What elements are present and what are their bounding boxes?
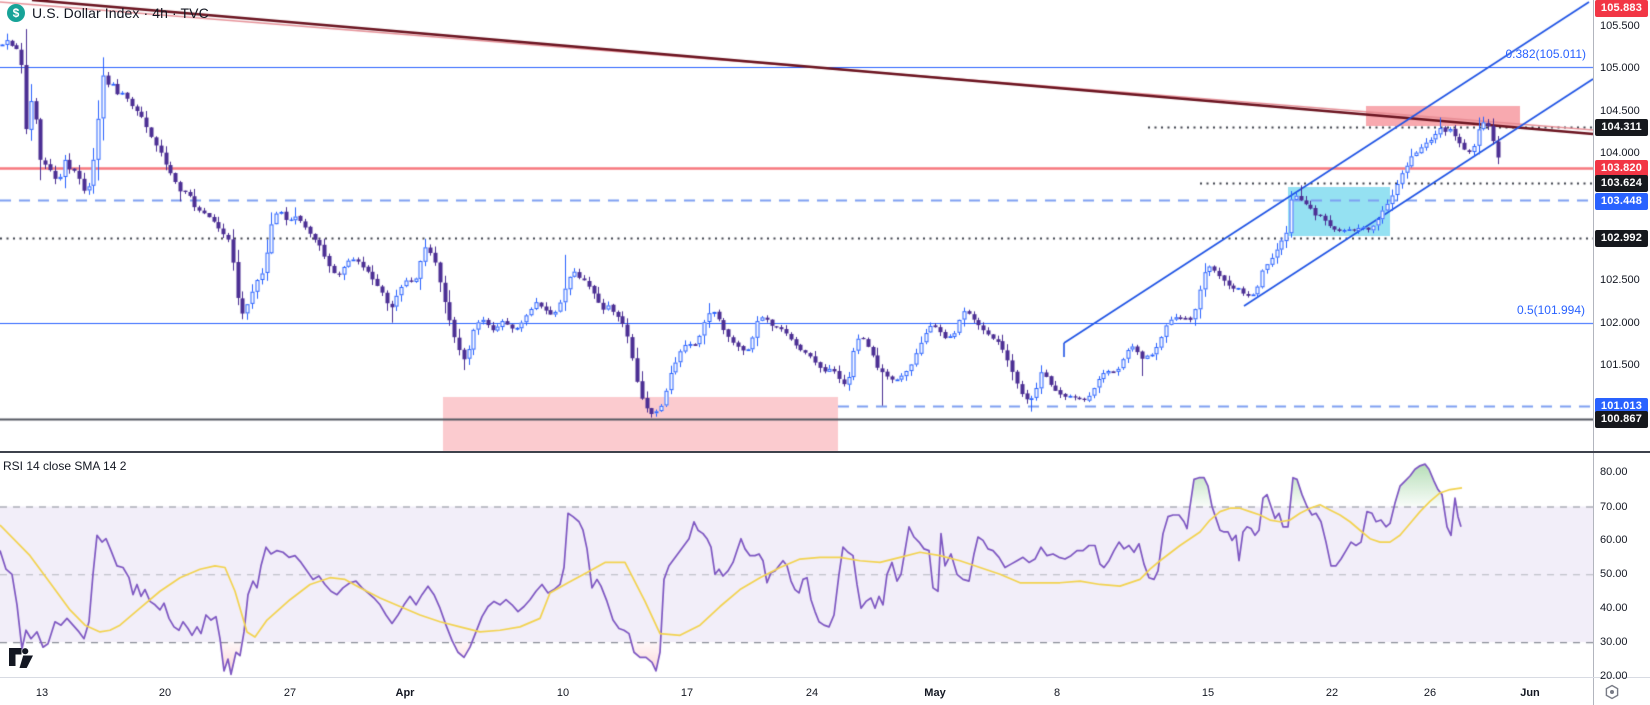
time-axis-label: May [924, 687, 946, 699]
time-axis-label: 24 [805, 687, 819, 699]
time-axis-label: Apr [395, 687, 415, 699]
price-tick-label: 104.000 [1600, 147, 1640, 159]
price-tick-label: 102.500 [1600, 274, 1640, 286]
time-axis-label: 15 [1201, 687, 1215, 699]
time-axis-label: 10 [556, 687, 570, 699]
price-axis-panel[interactable] [1593, 0, 1650, 705]
rsi-tick-label: 80.00 [1600, 466, 1628, 478]
symbol-title: U.S. Dollar Index · 4h · TVC [32, 5, 209, 21]
time-axis-label: 20 [158, 687, 172, 699]
price-level-badge[interactable]: 100.867 [1595, 410, 1648, 428]
price-level-badge[interactable]: 103.820 [1595, 159, 1648, 177]
price-tick-label: 102.000 [1600, 317, 1640, 329]
price-level-badge[interactable]: 103.624 [1595, 174, 1648, 192]
price-level-badge[interactable]: 102.992 [1595, 229, 1648, 247]
price-tick-label: 101.500 [1600, 359, 1640, 371]
price-tick-label: 105.000 [1600, 62, 1640, 74]
dollar-icon: $ [7, 4, 25, 22]
rsi-tick-label: 70.00 [1600, 501, 1628, 513]
price-level-badge[interactable]: 101.013 [1595, 397, 1648, 415]
rsi-indicator-label[interactable]: RSI 14 close SMA 14 2 [3, 459, 127, 473]
time-axis-label: Jun [1520, 687, 1540, 699]
symbol-title-bar[interactable]: $ U.S. Dollar Index · 4h · TVC [7, 4, 209, 22]
price-level-badge[interactable]: 104.311 [1595, 118, 1648, 136]
time-axis-label: 22 [1325, 687, 1339, 699]
rsi-tick-label: 40.00 [1600, 602, 1628, 614]
pane-separator[interactable] [0, 451, 1650, 453]
time-axis-separator [0, 677, 1650, 678]
time-axis-label: 26 [1423, 687, 1437, 699]
time-axis-label: 8 [1053, 687, 1061, 699]
price-level-badge[interactable]: 103.448 [1595, 192, 1648, 210]
tradingview-logo-icon[interactable] [8, 646, 36, 668]
time-axis-label: 17 [680, 687, 694, 699]
settings-gear-icon[interactable] [1604, 684, 1620, 700]
fib-05-label[interactable]: 0.5(101.994) [1516, 303, 1585, 317]
time-axis-label: 13 [35, 687, 49, 699]
time-axis-label: 27 [283, 687, 297, 699]
price-tick-label: 104.500 [1600, 105, 1640, 117]
rsi-tick-label: 60.00 [1600, 534, 1628, 546]
price-level-badge[interactable]: 105.883 [1595, 0, 1648, 17]
rsi-tick-label: 50.00 [1600, 568, 1628, 580]
fib-0382-label[interactable]: 0.382(105.011) [1505, 47, 1586, 61]
rsi-tick-label: 30.00 [1600, 636, 1628, 648]
rsi-tick-label: 20.00 [1600, 670, 1628, 682]
price-tick-label: 105.500 [1600, 20, 1640, 32]
